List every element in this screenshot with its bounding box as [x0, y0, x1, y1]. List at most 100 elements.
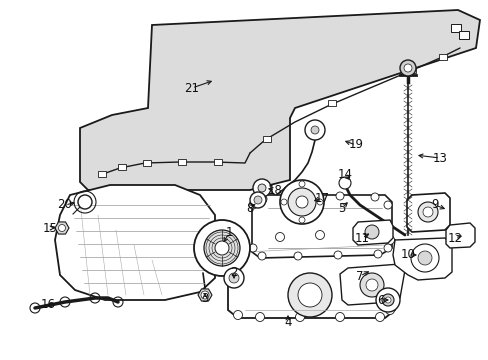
Polygon shape	[80, 10, 479, 190]
Circle shape	[422, 207, 432, 217]
Circle shape	[359, 273, 383, 297]
Circle shape	[248, 201, 257, 209]
Text: 17: 17	[314, 192, 329, 204]
Circle shape	[417, 251, 431, 265]
Text: 10: 10	[400, 248, 415, 261]
Circle shape	[315, 230, 324, 239]
Bar	[214, 159, 222, 165]
Circle shape	[248, 244, 257, 252]
Circle shape	[384, 297, 390, 303]
Circle shape	[333, 251, 341, 259]
Circle shape	[383, 201, 391, 209]
Circle shape	[355, 231, 364, 240]
Bar	[178, 159, 185, 165]
Text: 5: 5	[338, 202, 345, 215]
Circle shape	[305, 120, 325, 140]
Circle shape	[410, 244, 438, 272]
Circle shape	[385, 306, 394, 315]
Polygon shape	[406, 193, 449, 232]
Circle shape	[275, 233, 284, 242]
Circle shape	[335, 312, 344, 321]
Circle shape	[297, 283, 321, 307]
Circle shape	[215, 241, 228, 255]
Circle shape	[287, 273, 331, 317]
Text: 15: 15	[42, 221, 57, 234]
Circle shape	[417, 202, 437, 222]
Circle shape	[225, 251, 234, 260]
Circle shape	[252, 179, 270, 197]
Circle shape	[295, 312, 304, 321]
Bar	[327, 100, 335, 106]
Circle shape	[386, 275, 396, 284]
Bar	[98, 171, 106, 177]
Circle shape	[375, 288, 399, 312]
Bar	[450, 24, 460, 32]
Circle shape	[383, 244, 391, 252]
Circle shape	[399, 60, 415, 76]
Circle shape	[228, 273, 239, 283]
Bar	[118, 164, 126, 170]
Text: 12: 12	[447, 231, 462, 244]
Bar	[438, 54, 446, 60]
Circle shape	[280, 180, 324, 224]
Bar	[263, 136, 270, 142]
Circle shape	[259, 195, 266, 203]
Polygon shape	[55, 222, 69, 234]
Polygon shape	[352, 220, 392, 245]
Circle shape	[365, 279, 377, 291]
Circle shape	[316, 199, 323, 205]
Circle shape	[370, 193, 378, 201]
Circle shape	[233, 310, 242, 320]
Circle shape	[258, 184, 265, 192]
Circle shape	[373, 250, 381, 258]
Text: 7: 7	[356, 270, 363, 283]
Text: 19: 19	[348, 139, 363, 152]
Circle shape	[225, 275, 234, 284]
Circle shape	[78, 195, 92, 209]
Circle shape	[293, 252, 302, 260]
Text: 21: 21	[184, 81, 199, 94]
Text: 14: 14	[337, 168, 352, 181]
Text: 9: 9	[430, 198, 438, 211]
Text: 11: 11	[354, 231, 369, 244]
Circle shape	[295, 193, 304, 201]
Polygon shape	[251, 195, 391, 258]
Circle shape	[59, 225, 65, 231]
Circle shape	[194, 220, 249, 276]
Text: 3: 3	[201, 292, 208, 306]
Circle shape	[249, 192, 265, 208]
Polygon shape	[227, 235, 394, 318]
Circle shape	[364, 225, 378, 239]
Circle shape	[338, 177, 350, 189]
Circle shape	[403, 64, 411, 72]
Circle shape	[295, 196, 307, 208]
Bar	[142, 160, 151, 166]
Circle shape	[255, 312, 264, 321]
Text: 16: 16	[41, 298, 55, 311]
Polygon shape	[198, 289, 212, 301]
Circle shape	[281, 199, 286, 205]
Polygon shape	[55, 185, 215, 300]
Circle shape	[335, 192, 343, 200]
Circle shape	[298, 217, 305, 223]
Circle shape	[201, 291, 208, 299]
Text: 18: 18	[267, 184, 282, 197]
Bar	[458, 31, 468, 39]
Polygon shape	[445, 223, 474, 248]
Polygon shape	[339, 264, 404, 305]
Circle shape	[381, 294, 393, 306]
Circle shape	[310, 126, 318, 134]
Circle shape	[237, 235, 246, 244]
Circle shape	[385, 235, 394, 244]
Circle shape	[253, 196, 262, 204]
Text: 2: 2	[230, 266, 237, 279]
Circle shape	[258, 252, 265, 260]
Text: 20: 20	[58, 198, 72, 211]
Circle shape	[287, 188, 315, 216]
Text: 4: 4	[284, 315, 291, 328]
Text: 6: 6	[376, 293, 384, 306]
Circle shape	[375, 312, 384, 321]
Circle shape	[224, 268, 244, 288]
Bar	[407, 67, 415, 73]
Circle shape	[203, 230, 240, 266]
